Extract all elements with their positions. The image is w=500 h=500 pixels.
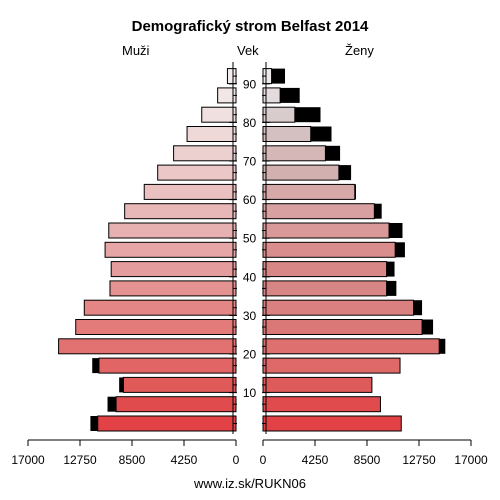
women-excess-bar-85-89 bbox=[280, 87, 300, 103]
women-label: Ženy bbox=[345, 43, 374, 58]
women-bar-55-59 bbox=[262, 203, 375, 220]
women-excess-bar-20-24 bbox=[439, 338, 446, 354]
women-x-tick-label: 4250 bbox=[302, 453, 329, 467]
women-excess-bar-35-39 bbox=[386, 280, 397, 296]
age-tick-label: 30 bbox=[243, 309, 257, 323]
age-tick-label: 70 bbox=[243, 155, 257, 169]
age-tick-label: 50 bbox=[243, 232, 257, 246]
men-excess-bar-0-4 bbox=[90, 416, 98, 431]
women-bar-60-64 bbox=[262, 183, 356, 200]
men-x-tick-label: 8500 bbox=[119, 453, 146, 467]
women-bar-75-79 bbox=[262, 126, 312, 142]
men-bar-75-79 bbox=[186, 126, 237, 142]
men-x-tick-label: 17000 bbox=[11, 453, 45, 467]
men-x-tick-label: 4250 bbox=[171, 453, 198, 467]
women-bar-30-34 bbox=[262, 299, 414, 316]
women-excess-bar-75-79 bbox=[310, 126, 332, 142]
women-excess-bar-25-29 bbox=[422, 319, 434, 335]
women-excess-bar-30-34 bbox=[413, 300, 423, 316]
men-bar-10-14 bbox=[122, 376, 237, 393]
women-x-tick-label: 0 bbox=[260, 453, 267, 467]
women-bar-80-84 bbox=[262, 106, 296, 123]
women-excess-bar-80-84 bbox=[294, 107, 321, 123]
women-x-tick-label: 8500 bbox=[354, 453, 381, 467]
men-bar-45-49 bbox=[104, 241, 237, 258]
men-x-tick-label: 12750 bbox=[63, 453, 97, 467]
age-tick-label: 20 bbox=[243, 348, 257, 362]
women-bar-40-44 bbox=[262, 261, 388, 278]
women-bar-15-19 bbox=[262, 357, 401, 374]
women-bar-35-39 bbox=[262, 280, 388, 297]
men-bar-60-64 bbox=[143, 183, 237, 200]
source-footer: www.iz.sk/RUKN06 bbox=[194, 476, 306, 491]
women-excess-bar-90+ bbox=[271, 68, 286, 84]
women-excess-bar-55-59 bbox=[374, 203, 382, 219]
age-tick-label: 60 bbox=[243, 193, 257, 207]
men-x-tick-label: 0 bbox=[233, 453, 240, 467]
men-bar-25-29 bbox=[75, 319, 237, 335]
men-bar-15-19 bbox=[98, 357, 237, 374]
men-bar-5-9 bbox=[115, 396, 237, 413]
men-excess-bar-15-19 bbox=[92, 358, 99, 374]
women-excess-bar-65-69 bbox=[338, 165, 352, 181]
age-axis-label: Vek bbox=[237, 43, 259, 58]
men-label: Muži bbox=[122, 43, 150, 58]
women-excess-bar-40-44 bbox=[386, 261, 395, 277]
men-bar-65-69 bbox=[157, 164, 237, 181]
women-bar-25-29 bbox=[262, 319, 423, 335]
men-bar-55-59 bbox=[124, 203, 237, 220]
men-bar-70-74 bbox=[173, 145, 237, 162]
women-excess-bar-70-74 bbox=[325, 145, 341, 161]
age-tick-label: 90 bbox=[243, 77, 257, 91]
women-bar-5-9 bbox=[262, 396, 381, 413]
women-excess-bar-50-54 bbox=[389, 223, 403, 238]
women-excess-bar-45-49 bbox=[395, 242, 405, 258]
women-bar-20-24 bbox=[262, 338, 440, 355]
women-bar-0-4 bbox=[262, 415, 402, 432]
men-excess-bar-10-14 bbox=[119, 377, 124, 393]
men-bar-0-4 bbox=[97, 415, 237, 432]
women-x-tick-label: 17000 bbox=[454, 453, 488, 467]
women-x-tick-label: 12750 bbox=[402, 453, 436, 467]
women-bar-65-69 bbox=[262, 164, 340, 181]
women-bar-10-14 bbox=[262, 376, 373, 393]
women-bar-45-49 bbox=[262, 241, 396, 258]
women-bar-70-74 bbox=[262, 145, 326, 162]
age-tick-label: 10 bbox=[243, 386, 257, 400]
men-bar-80-84 bbox=[201, 106, 237, 123]
age-tick-label: 40 bbox=[243, 270, 257, 284]
men-bar-20-24 bbox=[58, 338, 237, 355]
women-bar-50-54 bbox=[262, 222, 390, 239]
men-bar-40-44 bbox=[110, 261, 237, 278]
men-bar-30-34 bbox=[83, 299, 237, 316]
men-excess-bar-5-9 bbox=[107, 396, 117, 412]
age-tick-label: 80 bbox=[243, 116, 257, 130]
chart-title: Demografický strom Belfast 2014 bbox=[131, 18, 369, 35]
women-excess-bar-60-64 bbox=[354, 184, 356, 200]
men-bar-35-39 bbox=[109, 280, 237, 297]
men-bar-50-54 bbox=[108, 222, 237, 239]
